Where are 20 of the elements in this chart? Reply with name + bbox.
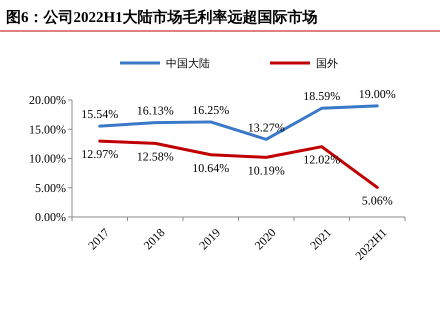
data-label: 12.97% [81, 147, 118, 162]
y-tick-label: 5.00% [35, 180, 66, 195]
data-label: 5.06% [362, 193, 393, 208]
data-label: 12.02% [303, 152, 340, 167]
y-tick-label: 10.00% [29, 152, 66, 166]
data-label: 10.19% [248, 163, 285, 178]
data-label: 16.13% [136, 104, 174, 118]
data-label: 18.59% [303, 89, 340, 104]
data-label: 15.54% [81, 107, 118, 122]
data-label: 12.58% [136, 149, 174, 164]
chart-title: 图6：公司2022H1大陆市场毛利率远超国际市场 [6, 8, 318, 26]
data-label: 16.25% [192, 102, 230, 117]
data-label: 13.27% [248, 120, 285, 134]
data-label: 10.64% [192, 160, 230, 175]
legend-label: 国外 [316, 58, 338, 70]
y-tick-label: 15.00% [29, 122, 66, 136]
legend-label: 中国大陆 [166, 57, 210, 70]
data-label: 19.00% [358, 86, 396, 101]
y-tick-label: 0.00% [35, 210, 66, 224]
y-tick-label: 20.00% [29, 93, 66, 107]
